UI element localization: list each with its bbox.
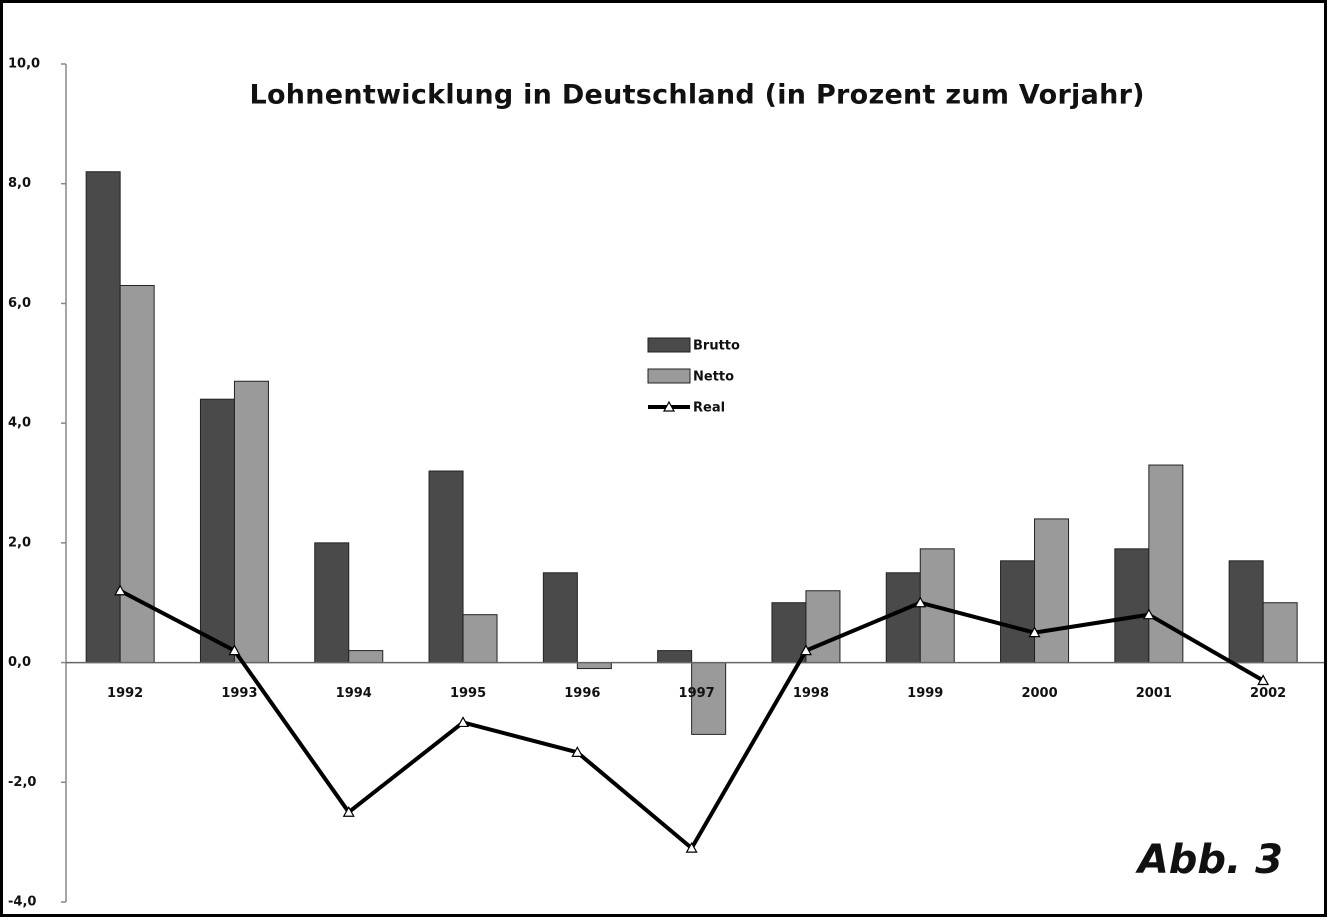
chart-title: Lohnentwicklung in Deutschland (in Proze… [250,80,1145,111]
legend-swatch [647,337,691,353]
y-tick-label: 4,0 [8,416,31,431]
y-tick-label: 0,0 [8,655,31,670]
y-tick-label: 6,0 [8,296,31,311]
line-marker [1142,608,1155,620]
x-tick-label: 1994 [336,686,372,701]
bar [348,650,384,664]
bar [1000,560,1036,664]
bar [1034,518,1070,664]
legend-marker [662,400,676,412]
bar [85,171,121,664]
x-tick-label: 1992 [107,686,143,701]
bar [314,542,350,664]
bar [885,572,921,664]
line-marker [685,841,698,853]
x-tick-label: 1999 [907,686,943,701]
x-tick-label: 1998 [793,686,829,701]
y-tick-label: -2,0 [8,775,36,790]
bar [805,590,841,664]
line-marker [114,584,127,596]
bar [462,614,498,664]
bar [1114,548,1150,664]
legend-label: Real [693,401,725,416]
x-tick-label: 2000 [1021,686,1057,701]
x-tick-label: 1997 [679,686,715,701]
x-tick-label: 2001 [1136,686,1172,701]
bar [428,470,464,664]
x-tick-label: 1993 [221,686,257,701]
legend-label: Brutto [693,339,740,354]
line-marker [1257,674,1270,686]
line-marker [799,644,812,656]
bar [233,380,269,664]
y-tick-label: -4,0 [8,895,36,910]
y-tick-label: 8,0 [8,176,31,191]
x-tick-label: 1995 [450,686,486,701]
line-marker [914,596,927,608]
line-marker [342,805,355,817]
x-tick-label: 1996 [564,686,600,701]
bar [576,662,612,670]
annotation: Abb. 3 [1135,837,1283,883]
legend-swatch [647,368,691,384]
y-tick-label: 10,0 [8,57,40,72]
line-marker [228,644,241,656]
x-tick-label: 2002 [1250,686,1286,701]
bar [199,398,235,664]
line-marker [1028,626,1041,638]
y-tick-label: 2,0 [8,535,31,550]
line-marker [457,716,470,728]
bar [542,572,578,664]
bar [657,650,693,664]
bar [1228,560,1264,664]
bar [1262,602,1298,664]
legend-label: Netto [693,370,734,385]
line-marker [571,746,584,757]
